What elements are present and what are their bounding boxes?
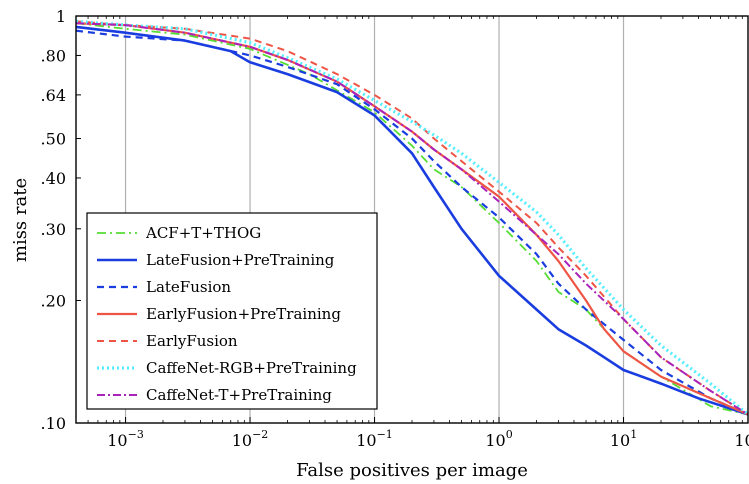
x-tick-label: 10−1 [356,428,393,450]
y-tick-label: .50 [41,130,66,149]
y-tick-label: 1 [56,7,66,26]
y-tick-label: .10 [41,414,66,433]
x-tick-label: 102 [734,428,749,450]
series-line [75,25,749,416]
legend-box [86,212,378,410]
legend-label: LateFusion [146,278,231,296]
legend-label: CaffeNet-RGB+PreTraining [146,359,357,377]
series-lines [75,19,749,416]
plot-frame [75,15,749,424]
y-tick-label: .30 [41,220,66,239]
y-tick-label: .20 [41,291,66,310]
y-tick-label: .40 [41,169,66,188]
legend: ACF+T+THOG LateFusion+PreTraining LateFusi… [86,212,378,410]
x-tick-label: 100 [485,428,512,450]
legend-label: CaffeNet-T+PreTraining [146,386,332,404]
legend-label: EarlyFusion [146,332,238,350]
series-line [75,29,749,416]
x-tick-label: 101 [610,428,637,450]
y-tick-label: .80 [41,46,66,65]
y-tick-labels: 1 .80 .64 .50 .40 .30 .20 .10 [41,7,66,433]
x-tick-label: 10−3 [107,428,144,450]
x-tick-label: 10−2 [232,428,269,450]
legend-label: ACF+T+THOG [145,224,261,242]
y-axis-label: miss rate [10,178,31,262]
legend-label: EarlyFusion+PreTraining [146,305,341,323]
x-tick-labels: 10−3 10−2 10−1 100 101 102 [107,428,749,450]
legend-label: LateFusion+PreTraining [146,251,335,269]
x-axis-label: False positives per image [296,460,528,481]
y-tick-label: .64 [41,86,66,105]
series-line [75,22,749,416]
